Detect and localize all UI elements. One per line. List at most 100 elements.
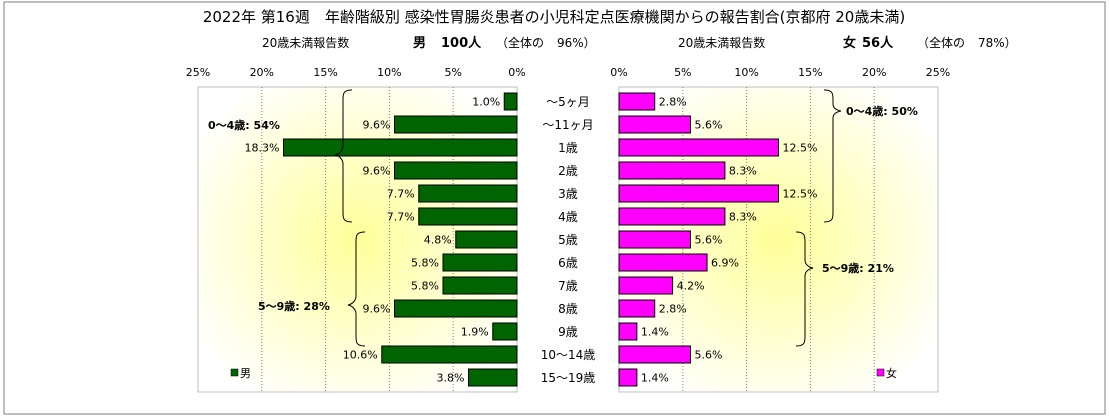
male-bar-label: 7.7% <box>387 188 415 201</box>
male-bar <box>394 115 518 134</box>
male-bar-label: 9.6% <box>363 119 391 132</box>
female-bar <box>618 299 656 318</box>
category-label: 9歳 <box>558 325 578 339</box>
male-axis-tick-label: 25% <box>186 66 210 79</box>
male-bar <box>381 345 518 364</box>
chart-title: 2022年 第16週 年齢階級別 感染性胃腸炎患者の小児科定点医療機関からの報告… <box>203 8 905 26</box>
male-bar <box>492 322 518 341</box>
female-0-4-bracket <box>823 89 842 223</box>
female-bar <box>618 207 726 226</box>
female-bar-label: 1.4% <box>641 326 669 339</box>
female-bar <box>618 138 779 157</box>
female-header-label: 20歳未満報告数 <box>678 35 765 50</box>
female-bar <box>618 115 691 134</box>
male-bar-label: 1.0% <box>472 96 500 109</box>
male-header-label: 20歳未満報告数 <box>262 35 349 50</box>
male-legend-swatch <box>230 368 239 377</box>
category-label: ～11ヶ月 <box>542 118 593 132</box>
female-header: 20歳未満報告数 女 56人 （全体の 78%） <box>678 35 1017 51</box>
female-bar <box>618 161 726 180</box>
female-bar <box>618 368 638 387</box>
brackets <box>334 89 842 347</box>
male-bar <box>442 253 518 272</box>
male-header-share-value: 96%） <box>557 36 596 50</box>
female-axis-tick-label: 15% <box>798 66 822 79</box>
female-header-share-value: 78%） <box>978 36 1017 50</box>
male-bar <box>455 230 518 249</box>
male-header: 20歳未満報告数 男 100人 （全体の 96%） <box>262 35 596 51</box>
female-bar-label: 12.5% <box>783 142 818 155</box>
category-label: 4歳 <box>558 210 578 224</box>
male-bar-label: 1.9% <box>461 326 489 339</box>
category-label: 2歳 <box>558 164 578 178</box>
female-bar-label: 5.6% <box>694 234 722 247</box>
male-bar-label: 5.8% <box>411 257 439 270</box>
female-axis-tick-label: 10% <box>734 66 758 79</box>
category-label: ～5ヶ月 <box>546 95 590 109</box>
female-bar-label: 2.8% <box>659 96 687 109</box>
male-header-share-prefix: （全体の <box>496 35 544 50</box>
male-axis-tick-label: 20% <box>250 66 274 79</box>
female-bar-label: 8.3% <box>729 165 757 178</box>
male-5-9-bracket <box>347 231 366 347</box>
category-label: 15～19歳 <box>541 371 596 385</box>
male-bar <box>468 368 518 387</box>
male-bar-label: 10.6% <box>343 349 378 362</box>
male-legend: 男 <box>230 367 251 380</box>
male-bar-label: 4.8% <box>424 234 452 247</box>
male-bar <box>394 161 518 180</box>
category-label: 8歳 <box>558 302 578 316</box>
female-5-9-share-label: 5～9歳: 21% <box>822 261 894 275</box>
female-5-9-bracket <box>795 231 814 347</box>
female-header-share-prefix: （全体の <box>917 35 965 50</box>
female-axis-tick-label: 25% <box>926 66 950 79</box>
female-bar <box>618 253 708 272</box>
category-label: 7歳 <box>558 279 578 293</box>
female-bar-label: 5.6% <box>694 119 722 132</box>
female-bar <box>618 345 691 364</box>
female-bar-label: 1.4% <box>641 372 669 385</box>
male-bar-label: 7.7% <box>387 211 415 224</box>
male-bar <box>418 207 518 226</box>
male-bar-label: 9.6% <box>363 165 391 178</box>
female-bar <box>618 322 638 341</box>
female-bar <box>618 184 779 203</box>
male-axis-tick-label: 0% <box>508 66 525 79</box>
male-legend-label: 男 <box>240 367 251 380</box>
female-bar-label: 4.2% <box>677 280 705 293</box>
male-axis-tick-label: 15% <box>313 66 337 79</box>
male-axis-tick-label: 10% <box>377 66 401 79</box>
female-header-count: 56人 <box>862 35 894 51</box>
female-legend-swatch <box>876 368 885 377</box>
female-axis-tick-label: 20% <box>862 66 886 79</box>
female-axis-tick-label: 0% <box>610 66 627 79</box>
male-bar <box>442 276 518 295</box>
female-bar <box>618 276 674 295</box>
male-axis-tick-label: 5% <box>444 66 461 79</box>
female-bar-label: 2.8% <box>659 303 687 316</box>
male-header-count: 100人 <box>441 35 482 51</box>
female-legend-label: 女 <box>886 366 897 380</box>
male-0-4-bracket <box>334 89 353 223</box>
female-axis-tick-label: 5% <box>674 66 691 79</box>
category-label: 10～14歳 <box>541 348 596 362</box>
female-bar-label: 5.6% <box>694 349 722 362</box>
male-5-9-share-label: 5～9歳: 28% <box>258 299 330 313</box>
female-bar <box>618 230 691 249</box>
male-bar-label: 5.8% <box>411 280 439 293</box>
male-bar <box>394 299 518 318</box>
male-bar-label: 18.3% <box>245 142 280 155</box>
male-bar-label: 3.8% <box>437 372 465 385</box>
category-label: 3歳 <box>558 187 578 201</box>
male-0-4-share-label: 0～4歳: 54% <box>208 118 280 132</box>
female-legend: 女 <box>876 366 897 380</box>
male-bar <box>282 138 518 157</box>
female-bar-label: 6.9% <box>711 257 739 270</box>
category-label: 5歳 <box>558 233 578 247</box>
category-label: 1歳 <box>558 141 578 155</box>
female-0-4-share-label: 0～4歳: 50% <box>846 104 918 118</box>
female-header-sex: 女 <box>843 35 856 51</box>
male-bar <box>418 184 518 203</box>
